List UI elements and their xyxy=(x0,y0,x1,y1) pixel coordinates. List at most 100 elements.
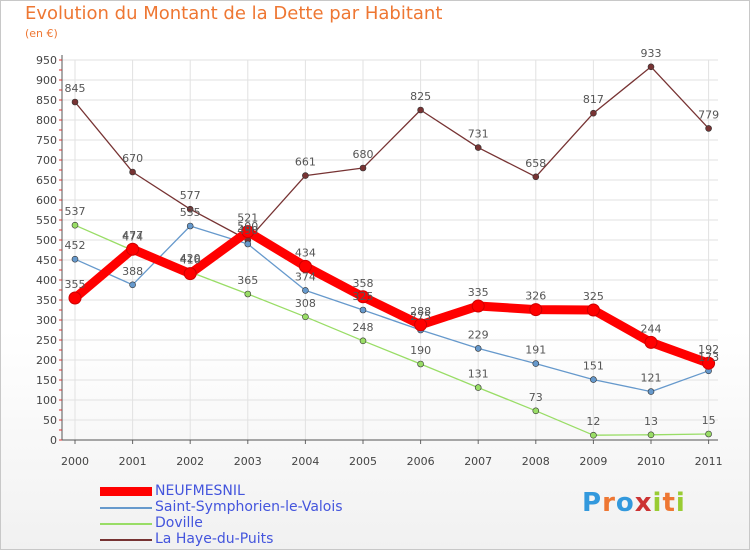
x-tick-label: 2009 xyxy=(579,455,607,468)
data-label: 151 xyxy=(583,360,604,373)
y-tick-label: 600 xyxy=(36,194,57,207)
data-point xyxy=(414,318,428,332)
legend-swatch xyxy=(100,487,152,496)
y-tick-label: 550 xyxy=(36,214,57,227)
legend-swatch xyxy=(100,507,152,509)
data-point xyxy=(129,168,136,176)
data-point xyxy=(244,240,252,248)
y-tick-label: 750 xyxy=(36,134,57,147)
data-point xyxy=(474,144,482,151)
data-label: 670 xyxy=(122,152,143,165)
data-label: 374 xyxy=(295,270,316,283)
data-label: 537 xyxy=(65,205,86,218)
data-label: 355 xyxy=(65,278,86,291)
data-labels: 845 670 577 500 661 680 825 731 658 817 933 779 537 4… xyxy=(65,47,720,428)
data-label: 248 xyxy=(353,321,374,334)
y-tick-label: 450 xyxy=(36,254,57,267)
legend-swatch xyxy=(100,539,152,541)
data-label: 477 xyxy=(122,229,143,242)
y-tick-label: 700 xyxy=(36,154,57,167)
data-point xyxy=(298,259,312,273)
x-tick-label: 2006 xyxy=(407,455,435,468)
x-tick-label: 2004 xyxy=(291,455,319,468)
data-label: 825 xyxy=(410,90,431,103)
data-point xyxy=(590,431,597,439)
y-tick-label: 800 xyxy=(36,114,57,127)
legend-label: NEUFMESNIL xyxy=(155,483,245,499)
data-point xyxy=(529,303,543,317)
data-point xyxy=(705,430,712,438)
axes: 0 50 100 150 200 250 300 350 400 450 500 550 600 650 7… xyxy=(36,54,723,468)
data-point xyxy=(532,407,540,415)
data-label: 933 xyxy=(641,47,662,60)
y-tick-label: 200 xyxy=(36,354,57,367)
y-tick-label: 400 xyxy=(36,274,57,287)
data-label: 731 xyxy=(468,128,489,141)
data-point xyxy=(241,225,255,239)
data-label: 12 xyxy=(586,415,600,428)
data-label: 779 xyxy=(698,108,719,121)
data-label: 474 xyxy=(122,230,143,243)
x-tick-label: 2002 xyxy=(176,455,204,468)
series-line-1 xyxy=(74,225,710,393)
data-label: 131 xyxy=(468,368,489,381)
logo-letter: P xyxy=(582,488,603,518)
y-tick-label: 0 xyxy=(50,434,57,447)
data-label: 190 xyxy=(410,344,431,357)
data-label: 121 xyxy=(641,372,662,385)
y-tick-label: 350 xyxy=(36,294,57,307)
data-point xyxy=(647,388,655,395)
data-point xyxy=(186,222,194,230)
legend-swatch xyxy=(100,523,152,525)
data-point xyxy=(302,313,309,321)
y-tick-label: 900 xyxy=(36,74,57,87)
data-label: 416 xyxy=(180,254,201,267)
data-label: 434 xyxy=(295,246,316,259)
data-point xyxy=(586,303,600,317)
data-point xyxy=(71,255,79,263)
x-tick-label: 2010 xyxy=(637,455,665,468)
data-label: 275 xyxy=(410,310,431,323)
data-label: 845 xyxy=(65,82,86,95)
data-label: 192 xyxy=(698,343,719,356)
data-point xyxy=(417,360,424,368)
data-label: 191 xyxy=(525,344,546,357)
grid xyxy=(62,59,718,441)
data-point xyxy=(359,306,367,314)
y-tick-label: 650 xyxy=(36,174,57,187)
y-tick-label: 500 xyxy=(36,234,57,247)
chart-subtitle: (en €) xyxy=(25,27,58,40)
data-label: 490 xyxy=(237,224,258,237)
data-label: 521 xyxy=(237,212,258,225)
data-label: 308 xyxy=(295,297,316,310)
data-label: 335 xyxy=(468,286,489,299)
logo-letter: t xyxy=(662,488,676,518)
data-label: 15 xyxy=(702,414,716,427)
data-point xyxy=(590,376,597,383)
data-point xyxy=(302,287,309,294)
data-point xyxy=(71,221,79,229)
data-point xyxy=(647,431,655,439)
logo-letter: x xyxy=(634,488,653,518)
chart-title: Evolution du Montant de la Dette par Hab… xyxy=(25,3,443,24)
legend-label: Saint-Symphorien-le-Valois xyxy=(155,499,343,515)
data-point xyxy=(183,267,197,281)
data-point xyxy=(359,164,367,172)
data-point xyxy=(129,281,136,289)
data-label: 817 xyxy=(583,93,604,106)
series-line-2 xyxy=(74,224,710,436)
data-label: 452 xyxy=(65,239,86,252)
series-line-0 xyxy=(70,227,714,368)
logo-letter: r xyxy=(602,488,616,518)
proxiti-logo: Proxiti xyxy=(582,488,686,518)
y-tick-label: 100 xyxy=(36,394,57,407)
data-label: 388 xyxy=(122,265,143,278)
y-tick-label: 850 xyxy=(36,94,57,107)
x-tick-label: 2011 xyxy=(695,455,723,468)
y-tick-label: 250 xyxy=(36,334,57,347)
data-label: 680 xyxy=(353,148,374,161)
data-label: 661 xyxy=(295,156,316,169)
data-point xyxy=(359,337,367,345)
data-label: 358 xyxy=(353,277,374,290)
